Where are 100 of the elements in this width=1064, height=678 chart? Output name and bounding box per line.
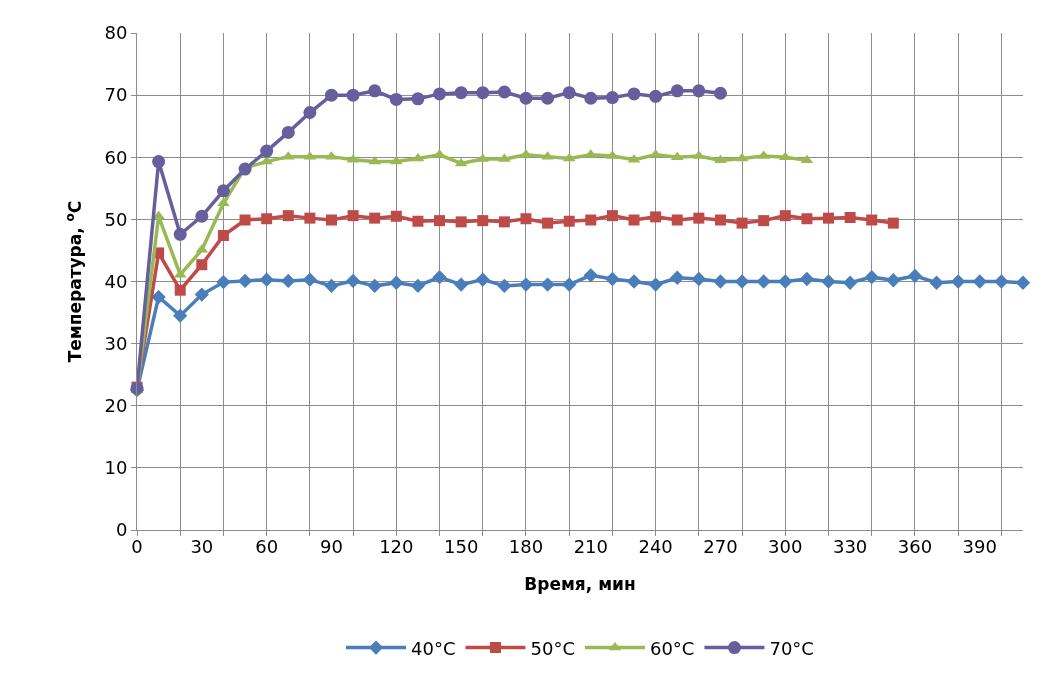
point	[518, 277, 534, 292]
point	[324, 278, 339, 293]
y-tick-label: 80	[104, 22, 128, 44]
point	[497, 278, 512, 293]
point	[691, 271, 706, 287]
point	[670, 84, 684, 98]
point	[237, 273, 253, 289]
y-tick-label: 60	[104, 146, 128, 168]
point	[173, 227, 187, 241]
point	[497, 85, 511, 99]
point	[670, 270, 685, 285]
point	[649, 89, 663, 103]
point	[195, 209, 209, 223]
x-tick-label: 300	[768, 535, 803, 557]
point	[325, 88, 338, 102]
point	[606, 210, 618, 222]
point	[498, 216, 510, 228]
point	[605, 271, 620, 287]
point	[734, 274, 750, 289]
point	[823, 212, 835, 224]
point	[196, 259, 208, 271]
y-tick-label: 10	[104, 457, 128, 479]
point	[434, 215, 446, 227]
point	[281, 125, 295, 139]
point	[281, 273, 296, 289]
point	[216, 274, 231, 290]
y-tick-label: 70	[104, 84, 128, 106]
point	[347, 210, 359, 222]
point	[562, 277, 577, 292]
point	[886, 273, 901, 288]
legend-label: 50°C	[530, 637, 575, 659]
point	[475, 272, 490, 287]
point	[390, 210, 402, 222]
y-tick-label: 20	[104, 395, 128, 417]
point	[346, 88, 360, 102]
point	[151, 289, 166, 305]
point	[389, 275, 404, 290]
point	[541, 91, 555, 105]
point	[369, 212, 381, 224]
point	[261, 213, 273, 225]
point	[455, 216, 467, 228]
point	[736, 217, 748, 229]
point	[951, 274, 966, 289]
point	[650, 211, 662, 223]
point	[627, 87, 641, 101]
point	[714, 214, 726, 226]
point	[432, 270, 447, 285]
point	[410, 278, 426, 293]
point	[735, 152, 749, 162]
point	[584, 91, 598, 105]
point	[389, 92, 403, 106]
point	[542, 217, 554, 229]
point	[800, 154, 814, 164]
point	[887, 217, 899, 229]
point	[562, 152, 576, 162]
y-tick-label: 40	[104, 270, 128, 292]
x-tick-label: 390	[962, 535, 997, 557]
point	[714, 154, 727, 164]
point	[585, 214, 597, 226]
point	[454, 157, 468, 167]
point	[972, 274, 987, 289]
point	[583, 268, 598, 283]
point	[433, 87, 447, 101]
point	[282, 210, 294, 222]
legend-label: 70°C	[769, 637, 814, 659]
point	[239, 214, 251, 226]
point	[692, 84, 706, 98]
point	[367, 278, 382, 293]
point	[1015, 275, 1031, 290]
x-tick-label: 180	[508, 535, 544, 557]
point	[540, 277, 555, 292]
point	[866, 214, 878, 226]
point	[605, 91, 619, 105]
x-tick-label: 240	[638, 535, 673, 557]
point	[929, 275, 944, 290]
point	[907, 268, 923, 284]
point	[563, 215, 575, 227]
point	[260, 144, 274, 158]
y-tick-label: 0	[115, 519, 128, 541]
legend-label: 40°C	[411, 637, 456, 659]
point	[217, 230, 229, 242]
point	[411, 152, 425, 162]
point	[778, 274, 793, 289]
point	[799, 271, 815, 287]
point	[821, 274, 836, 289]
point	[758, 215, 770, 227]
y-tick-label: 30	[104, 332, 128, 354]
y-tick-label: 50	[104, 208, 128, 230]
point	[173, 308, 188, 323]
point	[801, 213, 813, 225]
point	[648, 277, 663, 292]
point	[216, 184, 230, 198]
point	[779, 210, 791, 222]
x-tick-label: 150	[443, 535, 479, 557]
point	[628, 214, 640, 226]
point	[345, 273, 361, 289]
x-tick-label: 30	[190, 535, 214, 557]
point	[713, 274, 728, 289]
point	[174, 284, 186, 296]
point	[454, 86, 468, 100]
